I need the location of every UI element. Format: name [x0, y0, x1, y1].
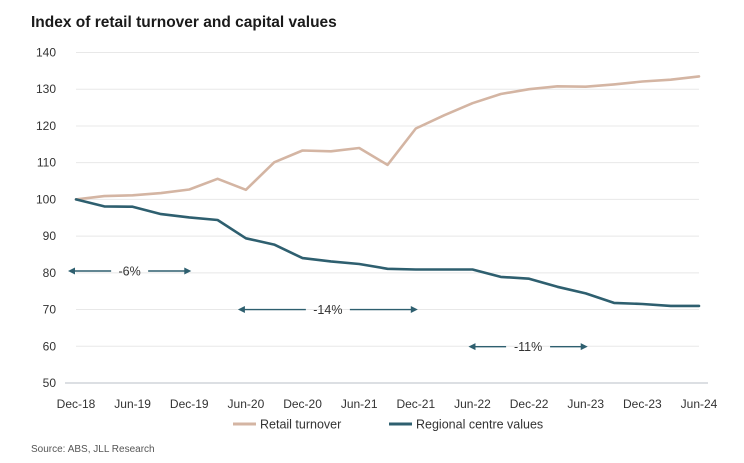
arrow-head-right — [184, 267, 192, 275]
x-axis-ticks: Dec-18 Jun-19 Dec-19 Jun-20 Dec-20 Jun-21 Dec-… — [57, 397, 718, 411]
legend: Retail turnover Regional centre values — [233, 418, 543, 432]
x-tick-label: Dec-23 — [623, 397, 662, 411]
x-tick-label: Jun-21 — [341, 397, 378, 411]
series-line-1 — [74, 75, 701, 201]
x-tick-label: Dec-22 — [510, 397, 549, 411]
x-tick-label: Dec-21 — [396, 397, 435, 411]
y-tick-label: 90 — [43, 229, 57, 243]
y-tick-label: 100 — [36, 192, 56, 206]
arrow-head-left — [68, 267, 75, 275]
change-annotation: -14% — [237, 303, 418, 317]
legend-item: Regional centre values — [389, 418, 543, 432]
annotation-label: -14% — [313, 303, 342, 317]
x-tick-label: Jun-19 — [114, 397, 151, 411]
legend-item: Retail turnover — [233, 418, 341, 432]
legend-label: Retail turnover — [260, 418, 341, 432]
y-tick-label: 60 — [43, 339, 57, 353]
chart-title: Index of retail turnover and capital val… — [31, 14, 337, 31]
arrow-head-right — [410, 306, 418, 314]
annotations: -6% -14% -11% — [68, 264, 588, 354]
y-tick-label: 70 — [43, 303, 57, 317]
x-tick-label: Dec-20 — [283, 397, 322, 411]
x-tick-label: Jun-24 — [681, 397, 718, 411]
y-tick-label: 50 — [43, 376, 57, 390]
legend-label: Regional centre values — [416, 418, 543, 432]
annotation-label: -6% — [119, 264, 141, 278]
y-tick-label: 120 — [36, 119, 56, 133]
change-annotation: -11% — [468, 340, 588, 354]
y-axis-ticks: 50 60 70 80 90 100 110 120 130 140 — [36, 46, 56, 391]
series-line-2 — [74, 198, 701, 308]
series-lines — [74, 75, 701, 308]
y-tick-label: 140 — [36, 46, 56, 60]
gridlines — [65, 52, 708, 384]
arrow-head-right — [580, 343, 588, 351]
annotation-label: -11% — [514, 340, 542, 354]
y-tick-label: 130 — [36, 82, 56, 96]
x-tick-label: Dec-19 — [170, 397, 209, 411]
y-tick-label: 80 — [43, 266, 57, 280]
source-note: Source: ABS, JLL Research — [31, 444, 155, 455]
x-tick-label: Jun-20 — [228, 397, 265, 411]
change-annotation: -6% — [68, 264, 192, 278]
arrow-head-left — [468, 343, 476, 351]
x-tick-label: Jun-23 — [567, 397, 604, 411]
x-tick-label: Dec-18 — [57, 397, 96, 411]
arrow-head-left — [237, 306, 245, 314]
x-tick-label: Jun-22 — [454, 397, 491, 411]
y-tick-label: 110 — [37, 156, 56, 170]
